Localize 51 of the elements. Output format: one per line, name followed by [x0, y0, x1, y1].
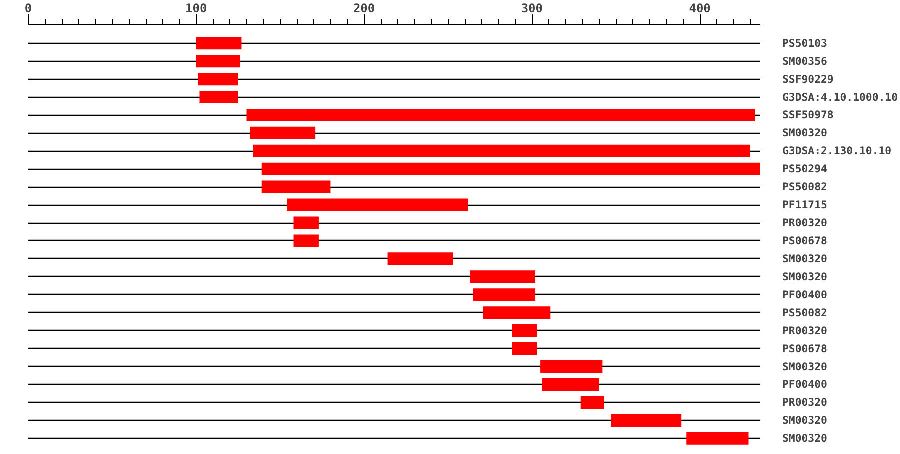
- bar: [686, 432, 749, 445]
- y-tick-label: G3DSA:4.10.1000.10: [782, 90, 898, 104]
- y-tick-label: SSF50978: [782, 108, 834, 122]
- y-tick-label: PS50082: [782, 306, 828, 320]
- y-tick-label: PS50082: [782, 180, 828, 194]
- x-tick-label: 100: [186, 2, 208, 16]
- y-tick-label: PS00678: [782, 234, 828, 248]
- bar: [611, 414, 682, 427]
- bar: [580, 396, 604, 409]
- y-tick-label: SM00320: [782, 432, 828, 446]
- y-tick-label: SM00320: [782, 360, 828, 374]
- bar: [287, 198, 468, 212]
- bar: [512, 342, 538, 356]
- bar: [483, 306, 551, 320]
- bar: [246, 108, 756, 122]
- y-tick-label: SM00320: [782, 252, 828, 266]
- y-tick-label: SM00320: [782, 126, 828, 140]
- y-tick-label: PF00400: [782, 288, 828, 302]
- bar: [294, 234, 319, 248]
- bar: [294, 216, 319, 230]
- y-tick-label: SM00320: [782, 270, 828, 284]
- bar: [196, 37, 242, 50]
- x-tick-label: 400: [689, 2, 711, 16]
- y-tick-label: PF00400: [782, 378, 828, 392]
- bar: [198, 73, 238, 86]
- bar: [200, 90, 238, 104]
- bar: [470, 270, 536, 284]
- bar: [262, 162, 760, 176]
- y-tick-label: PS00678: [782, 342, 828, 356]
- y-tick-label: PR00320: [782, 324, 828, 338]
- y-tick-label: SSF90229: [782, 72, 834, 86]
- bar: [540, 360, 603, 374]
- y-tick-label: PS50103: [782, 36, 828, 50]
- y-tick-label: G3DSA:2.130.10.10: [782, 144, 892, 158]
- y-tick-label: SM00356: [782, 54, 828, 68]
- y-tick-label: PS50294: [782, 162, 828, 176]
- bar: [196, 55, 240, 68]
- y-tick-label: SM00320: [782, 414, 828, 428]
- bar: [250, 126, 316, 140]
- bar: [262, 180, 331, 194]
- bar: [253, 144, 750, 158]
- y-tick-label: PF11715: [782, 198, 828, 212]
- x-tick-label: 200: [353, 2, 376, 16]
- y-tick-label: PR00320: [782, 396, 828, 410]
- x-tick-label: 300: [521, 2, 544, 16]
- bar: [473, 288, 536, 302]
- bar: [542, 378, 600, 392]
- y-tick-label: PR00320: [782, 216, 828, 230]
- bar: [388, 252, 454, 266]
- x-tick-label: 0: [24, 2, 32, 16]
- bar: [512, 324, 538, 338]
